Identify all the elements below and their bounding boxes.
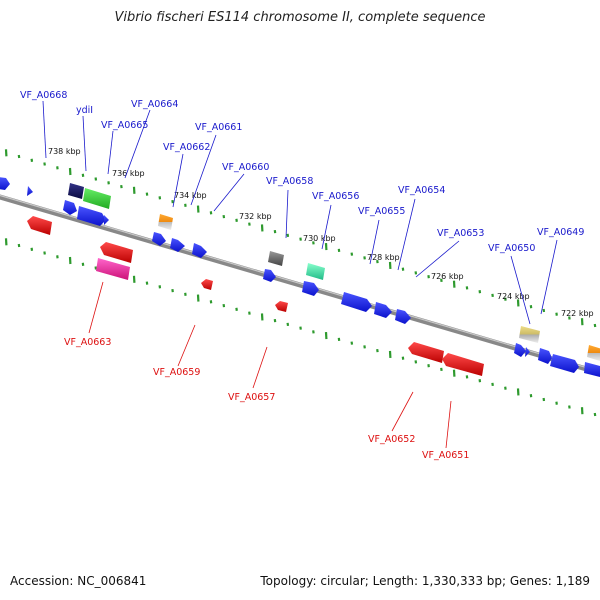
label-connector bbox=[124, 109, 151, 179]
gene-label-forward[interactable]: VF_A0662 bbox=[163, 142, 210, 153]
gene-label-forward[interactable]: VF_A0660 bbox=[222, 162, 269, 173]
gene-feature[interactable] bbox=[263, 269, 276, 282]
label-connector bbox=[82, 115, 87, 172]
gene-feature-khaki[interactable] bbox=[519, 326, 540, 343]
kbp-label: 734 kbp bbox=[174, 191, 207, 200]
gene-feature-orange[interactable] bbox=[587, 345, 600, 361]
kbp-label: 724 kbp bbox=[497, 292, 530, 301]
gene-feature[interactable] bbox=[584, 362, 600, 377]
label-connector bbox=[369, 219, 380, 265]
gene-feature-red[interactable] bbox=[275, 301, 288, 312]
gene-feature[interactable] bbox=[341, 292, 372, 312]
gene-feature[interactable] bbox=[192, 243, 207, 258]
gene-feature-red[interactable] bbox=[442, 353, 484, 376]
gene-label-forward[interactable]: VF_A0661 bbox=[195, 122, 242, 133]
gene-feature[interactable] bbox=[77, 206, 106, 226]
kbp-label: 722 kbp bbox=[561, 309, 594, 318]
forward-genes bbox=[0, 177, 600, 377]
label-connector bbox=[88, 281, 104, 334]
label-connector bbox=[445, 400, 452, 449]
label-connector bbox=[397, 198, 416, 271]
gene-feature[interactable] bbox=[302, 281, 319, 296]
reverse-gene-labels: VF_A0663 VF_A0659 VF_A0657 VF_A0652 VF_A… bbox=[64, 281, 469, 461]
gene-label-forward[interactable]: VF_A0649 bbox=[537, 227, 584, 238]
gene-label-forward[interactable]: ydiI bbox=[76, 105, 93, 116]
gene-label-reverse[interactable]: VF_A0659 bbox=[153, 367, 200, 378]
gene-label-forward[interactable]: VF_A0653 bbox=[437, 228, 484, 239]
label-connector bbox=[391, 391, 414, 432]
gene-label-reverse[interactable]: VF_A0651 bbox=[422, 450, 469, 461]
kbp-label: 728 kbp bbox=[367, 253, 400, 262]
gene-feature[interactable] bbox=[538, 348, 552, 364]
forward-tick-row bbox=[4, 149, 597, 328]
gene-label-forward[interactable]: VF_A0668 bbox=[20, 90, 67, 101]
gene-label-reverse[interactable]: VF_A0652 bbox=[368, 434, 415, 445]
label-connector bbox=[107, 130, 114, 175]
forward-gene-labels: VF_A0668 ydiI VF_A0664 VF_A0665 VF_A0661… bbox=[20, 90, 584, 325]
gene-feature[interactable] bbox=[514, 343, 526, 357]
label-connector bbox=[172, 153, 184, 208]
gene-feature[interactable] bbox=[395, 309, 411, 324]
label-connector bbox=[213, 173, 245, 212]
gene-feature[interactable] bbox=[104, 215, 109, 225]
genome-summary-text: Topology: circular; Length: 1,330,333 bp… bbox=[260, 574, 590, 588]
label-connector bbox=[42, 100, 47, 159]
kbp-label: 730 kbp bbox=[303, 234, 336, 243]
gene-feature[interactable] bbox=[27, 186, 33, 196]
gene-label-forward[interactable]: VF_A0650 bbox=[488, 243, 535, 254]
gene-feature-pink[interactable] bbox=[96, 258, 130, 280]
label-connector bbox=[415, 240, 460, 278]
gene-feature-red[interactable] bbox=[408, 342, 444, 363]
gene-feature-teal[interactable] bbox=[306, 263, 325, 280]
gene-label-reverse[interactable]: VF_A0663 bbox=[64, 337, 111, 348]
kbp-label: 726 kbp bbox=[431, 272, 464, 281]
label-connector bbox=[190, 134, 217, 206]
label-connector bbox=[321, 204, 332, 250]
gene-label-reverse[interactable]: VF_A0657 bbox=[228, 392, 275, 403]
chromosome-backbone bbox=[0, 194, 600, 376]
label-connector bbox=[252, 346, 268, 389]
gene-label-forward[interactable]: VF_A0654 bbox=[398, 185, 445, 196]
gene-feature[interactable] bbox=[152, 232, 166, 246]
gene-feature-red[interactable] bbox=[100, 242, 133, 263]
label-connector bbox=[285, 189, 289, 239]
gene-feature[interactable] bbox=[0, 177, 10, 190]
label-connector bbox=[510, 255, 531, 325]
gene-feature-green[interactable] bbox=[83, 188, 111, 209]
gene-feature[interactable] bbox=[525, 347, 530, 357]
gene-feature[interactable] bbox=[170, 238, 185, 252]
gene-feature[interactable] bbox=[374, 302, 392, 318]
map-title: Vibrio fischeri ES114 chromosome II, com… bbox=[114, 10, 486, 25]
gene-label-forward[interactable]: VF_A0664 bbox=[131, 99, 178, 110]
kbp-scale: 738 kbp 736 kbp 734 kbp 732 kbp 730 kbp … bbox=[48, 147, 594, 318]
kbp-label: 736 kbp bbox=[112, 169, 145, 178]
accession-text: Accession: NC_006841 bbox=[10, 574, 147, 588]
gene-feature-navy[interactable] bbox=[68, 183, 84, 199]
gene-label-forward[interactable]: VF_A0658 bbox=[266, 176, 313, 187]
gene-label-forward[interactable]: VF_A0656 bbox=[312, 191, 359, 202]
kbp-label: 738 kbp bbox=[48, 147, 81, 156]
gene-feature-red[interactable] bbox=[201, 279, 213, 290]
label-connector bbox=[540, 239, 558, 315]
kbp-label: 732 kbp bbox=[239, 212, 272, 221]
label-connector bbox=[177, 324, 196, 367]
reverse-genes bbox=[27, 216, 484, 376]
gene-feature[interactable] bbox=[550, 354, 579, 373]
gene-feature[interactable] bbox=[63, 200, 77, 215]
gene-label-forward[interactable]: VF_A0655 bbox=[358, 206, 405, 217]
reverse-tick-row bbox=[4, 238, 597, 417]
gene-feature-gray[interactable] bbox=[268, 251, 284, 266]
gene-label-forward[interactable]: VF_A0665 bbox=[101, 120, 148, 131]
gene-feature-red[interactable] bbox=[27, 216, 52, 235]
gene-feature-orange[interactable] bbox=[158, 214, 173, 230]
